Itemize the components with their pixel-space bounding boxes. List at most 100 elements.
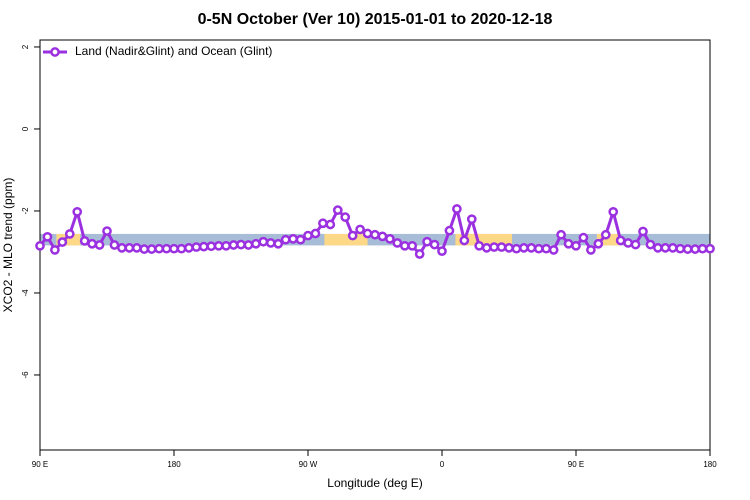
point bbox=[280, 234, 291, 245]
point bbox=[600, 229, 611, 240]
point bbox=[124, 243, 135, 253]
point bbox=[303, 230, 313, 241]
y-tick-label: 0 bbox=[21, 126, 30, 131]
x-tick-label: 90 W bbox=[299, 460, 318, 469]
point bbox=[79, 236, 90, 246]
band bbox=[40, 233, 710, 246]
point bbox=[87, 238, 97, 249]
point bbox=[154, 243, 164, 254]
y-tick-label: -6 bbox=[21, 371, 30, 379]
band bbox=[324, 233, 368, 246]
point bbox=[318, 218, 328, 229]
point bbox=[697, 243, 708, 254]
point bbox=[630, 239, 641, 250]
y-axis-label: XCO2 - MLO trend (ppm) bbox=[1, 178, 15, 313]
point bbox=[57, 237, 68, 247]
point bbox=[213, 240, 224, 251]
point bbox=[422, 236, 432, 247]
point bbox=[578, 232, 589, 243]
point bbox=[705, 243, 715, 254]
point bbox=[139, 244, 150, 254]
legend-label: Land (Nadir&Glint) and Ocean (Glint) bbox=[75, 44, 272, 58]
point bbox=[399, 240, 410, 251]
point bbox=[251, 238, 261, 249]
point bbox=[258, 236, 269, 247]
point bbox=[519, 243, 529, 253]
point bbox=[586, 245, 596, 255]
point bbox=[407, 240, 418, 251]
point bbox=[288, 234, 298, 244]
point bbox=[169, 243, 179, 254]
point bbox=[35, 240, 45, 251]
point bbox=[42, 231, 53, 242]
point bbox=[548, 245, 559, 255]
point bbox=[653, 243, 663, 253]
point bbox=[295, 234, 306, 245]
point bbox=[243, 240, 254, 250]
point bbox=[682, 244, 693, 254]
point bbox=[496, 242, 507, 252]
point bbox=[660, 243, 671, 253]
point bbox=[176, 243, 187, 254]
point bbox=[504, 243, 514, 253]
chart-title: 0-5N October (Ver 10) 2015-01-01 to 2020… bbox=[198, 11, 553, 28]
point bbox=[593, 238, 604, 249]
point bbox=[362, 228, 373, 239]
point bbox=[50, 245, 60, 255]
point bbox=[340, 212, 351, 222]
point bbox=[94, 240, 105, 250]
point bbox=[347, 230, 358, 241]
x-tick-label: 180 bbox=[703, 460, 717, 469]
point bbox=[429, 239, 440, 250]
point bbox=[236, 239, 246, 250]
point bbox=[117, 243, 127, 253]
point bbox=[638, 226, 648, 237]
point bbox=[481, 243, 492, 253]
point bbox=[377, 231, 388, 242]
point bbox=[615, 235, 626, 246]
point bbox=[265, 238, 276, 248]
band bbox=[455, 233, 512, 246]
legend-marker bbox=[50, 47, 60, 57]
band bbox=[56, 233, 81, 246]
point bbox=[146, 244, 157, 254]
point bbox=[191, 242, 202, 252]
point bbox=[437, 246, 447, 256]
point bbox=[228, 240, 239, 250]
point bbox=[474, 240, 485, 251]
point bbox=[325, 219, 336, 230]
point bbox=[206, 241, 217, 252]
point bbox=[385, 234, 395, 244]
point bbox=[526, 243, 537, 253]
point bbox=[64, 229, 75, 239]
point bbox=[161, 243, 172, 254]
point bbox=[556, 229, 566, 240]
point bbox=[198, 241, 209, 252]
point bbox=[131, 243, 142, 253]
x-tick-label: 0 bbox=[440, 460, 445, 469]
point bbox=[221, 240, 231, 251]
point bbox=[310, 228, 321, 239]
x-axis-label: Longitude (deg E) bbox=[327, 476, 422, 490]
point bbox=[355, 224, 365, 235]
point bbox=[667, 243, 678, 253]
point bbox=[511, 243, 522, 254]
point bbox=[675, 243, 686, 254]
point bbox=[273, 238, 284, 249]
point bbox=[72, 206, 83, 217]
point bbox=[109, 240, 120, 250]
point bbox=[608, 206, 619, 217]
point bbox=[563, 238, 574, 249]
x-tick-label: 90 E bbox=[568, 460, 584, 469]
point bbox=[645, 239, 656, 250]
point bbox=[489, 242, 499, 252]
y-tick-label: 2 bbox=[21, 44, 30, 49]
band bbox=[596, 233, 621, 246]
point bbox=[102, 226, 112, 236]
point bbox=[690, 244, 700, 254]
point bbox=[533, 243, 544, 254]
point bbox=[184, 243, 194, 253]
x-tick-label: 90 E bbox=[32, 460, 48, 469]
point bbox=[459, 235, 470, 246]
